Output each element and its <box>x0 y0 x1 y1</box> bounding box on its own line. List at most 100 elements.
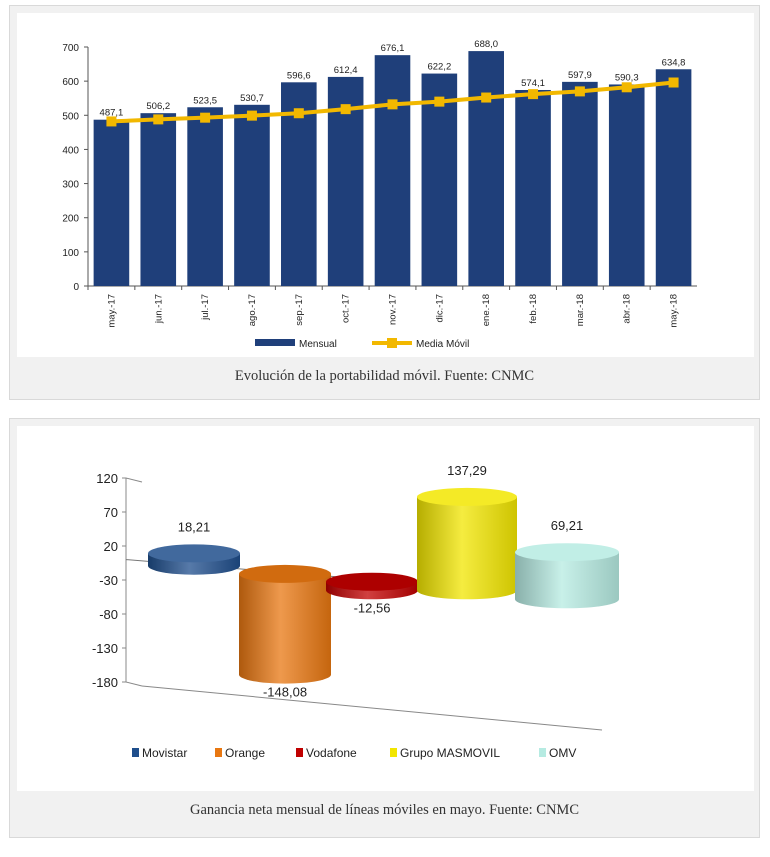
y-tick-label: 0 <box>73 282 79 293</box>
media-movil-point <box>246 110 257 121</box>
portability-figure: 0 100 200 300 400 500 600 700 487,1 may.-17 506,2 j… <box>9 5 760 400</box>
cylinder-cap-OMV <box>515 543 619 562</box>
portability-caption: Evolución de la portabilidad móvil. Fuen… <box>234 368 535 384</box>
x-tick-label: may.-18 <box>669 294 680 328</box>
y-tick-label: 600 <box>62 77 79 88</box>
bar-data-label: 523,5 <box>193 95 217 106</box>
y-tick-label: 200 <box>62 214 79 225</box>
media-movil-point <box>668 77 679 88</box>
y-tick-label: 120 <box>96 471 118 486</box>
bar-mensual-abr.-18 <box>608 84 645 286</box>
legend-swatch-Orange <box>215 748 222 757</box>
bar-mensual-ago.-17 <box>234 104 270 286</box>
bar-mensual-jun.-17 <box>140 113 177 286</box>
cylinder-cap-Vodafone <box>326 572 418 591</box>
x-tick-label: dic.-17 <box>434 294 445 323</box>
y-tick-label: 300 <box>62 180 79 191</box>
x-tick-label: jun.-17 <box>153 294 164 324</box>
media-movil-point <box>528 89 539 100</box>
bar-mensual-may.-17 <box>93 119 130 286</box>
net-gain-figure: 120 70 20 -30 -80 -130 -180 18,21 -148,08 -12,56 1… <box>9 418 760 838</box>
net-gain-chart: 120 70 20 -30 -80 -130 -180 18,21 -148,08 -12,56 1… <box>92 463 619 760</box>
y-tick-label: 100 <box>62 248 79 259</box>
x-tick-label: sep.-17 <box>294 294 305 326</box>
bar-data-label: 530,7 <box>240 93 264 104</box>
y-tick-label: -180 <box>92 675 118 690</box>
cylinder-Grupo MASMOVIL <box>417 496 517 600</box>
x-tick-label: nov.-17 <box>388 294 399 325</box>
bar-mensual-dic.-17 <box>421 73 458 286</box>
bar-data-label: 634,8 <box>662 57 686 68</box>
legend-label-Grupo MASMOVIL: Grupo MASMOVIL <box>400 746 500 760</box>
x-tick-label: ene.-18 <box>481 294 492 326</box>
x-tick-label: abr.-18 <box>622 294 633 324</box>
data-label-Vodafone: -12,56 <box>354 600 391 615</box>
legend-label-Orange: Orange <box>225 746 265 760</box>
media-movil-point <box>481 92 492 103</box>
bar-data-label: 596,6 <box>287 70 311 81</box>
legend-swatch-Grupo MASMOVIL <box>390 748 397 757</box>
axis-depth-line <box>125 681 143 687</box>
net-gain-chart-panel: 120 70 20 -30 -80 -130 -180 18,21 -148,08 -12,56 1… <box>17 426 754 791</box>
bar-data-label: 612,4 <box>334 65 358 76</box>
bar-mensual-mar.-18 <box>562 81 598 286</box>
media-movil-point <box>387 99 398 110</box>
bar-data-label: 506,2 <box>146 101 170 112</box>
cylinder-cap-Movistar <box>148 544 240 563</box>
media-movil-point <box>200 112 211 123</box>
portability-chart: 0 100 200 300 400 500 600 700 487,1 may.-17 506,2 j… <box>62 39 697 350</box>
bar-mensual-may.-18 <box>655 69 692 286</box>
legend-label-OMV: OMV <box>549 746 576 760</box>
data-label-Orange: -148,08 <box>263 685 307 700</box>
x-tick-label: mar.-18 <box>575 294 586 326</box>
media-movil-point <box>574 86 585 97</box>
legend-swatch-OMV <box>539 748 546 757</box>
x-tick-label: jul.-17 <box>200 294 211 321</box>
media-movil-point <box>621 82 632 93</box>
x-tick-label: ago.-17 <box>247 294 258 326</box>
media-movil-point <box>153 114 164 125</box>
y-tick-label: 400 <box>62 145 79 156</box>
bar-mensual-feb.-18 <box>515 89 551 286</box>
media-movil-point <box>106 116 117 127</box>
data-label-OMV: 69,21 <box>551 518 584 533</box>
y-tick-label: -30 <box>99 573 118 588</box>
cylinder-Orange <box>239 573 331 684</box>
cylinder-cap-Orange <box>239 564 331 583</box>
x-tick-label: feb.-18 <box>528 294 539 324</box>
legend-mensual-swatch <box>255 339 295 346</box>
y-tick-label: -80 <box>99 607 118 622</box>
net-gain-caption: Ganancia neta mensual de líneas móviles … <box>190 802 579 818</box>
bar-data-label: 574,1 <box>521 78 545 89</box>
floor-front-line <box>141 685 603 731</box>
bar-mensual-nov.-17 <box>374 55 411 286</box>
bar-data-label: 597,9 <box>568 70 592 81</box>
x-tick-label: may.-17 <box>106 294 117 328</box>
portability-chart-panel: 0 100 200 300 400 500 600 700 487,1 may.-17 506,2 j… <box>17 13 754 357</box>
bar-data-label: 676,1 <box>381 43 405 54</box>
legend-swatch-Movistar <box>132 748 139 757</box>
bar-data-label: 688,0 <box>474 39 498 50</box>
legend-mensual-label: Mensual <box>299 339 337 350</box>
cylinder-OMV <box>515 552 619 609</box>
bar-data-label: 622,2 <box>427 62 451 73</box>
data-label-Grupo MASMOVIL: 137,29 <box>447 463 487 478</box>
axis-depth-line-top <box>125 477 143 483</box>
legend-swatch-Vodafone <box>296 748 303 757</box>
y-tick-label: 70 <box>104 505 118 520</box>
bar-data-label: 590,3 <box>615 72 639 83</box>
media-movil-point <box>293 108 304 119</box>
bar-mensual-ene.-18 <box>468 51 504 287</box>
bar-mensual-jul.-17 <box>187 107 223 286</box>
legend-media-movil-label: Media Móvil <box>416 339 469 350</box>
legend-media-movil-marker <box>387 338 397 348</box>
y-tick-label: 700 <box>62 43 79 54</box>
x-tick-label: oct.-17 <box>341 294 352 323</box>
cylinder-cap-Grupo MASMOVIL <box>417 487 517 506</box>
y-tick-label: -130 <box>92 641 118 656</box>
media-movil-point <box>434 96 445 107</box>
y-tick-label: 500 <box>62 111 79 122</box>
legend-label-Movistar: Movistar <box>142 746 187 760</box>
media-movil-point <box>340 104 351 115</box>
y-tick-label: 20 <box>104 539 118 554</box>
